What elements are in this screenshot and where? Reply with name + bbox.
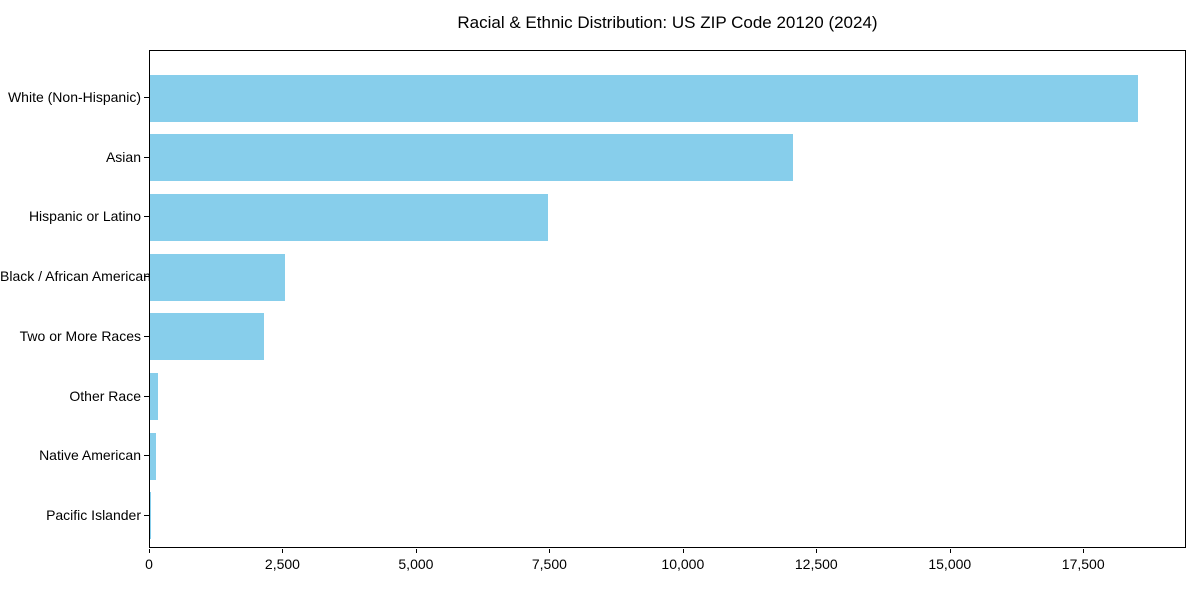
x-tick-mark	[415, 549, 417, 553]
bar	[150, 492, 151, 540]
y-tick-mark	[144, 514, 149, 516]
x-tick-mark	[1083, 549, 1085, 553]
bar	[150, 193, 548, 241]
x-tick-mark	[682, 549, 684, 553]
x-tick-label: 17,500	[1061, 556, 1105, 572]
y-tick-mark	[144, 455, 149, 457]
x-tick-label: 2,500	[264, 556, 300, 572]
bar	[150, 134, 794, 182]
y-tick-label: Other Race	[69, 387, 141, 404]
plot-area	[149, 50, 1186, 548]
x-tick-label: 15,000	[928, 556, 972, 572]
y-tick-label: Asian	[105, 148, 141, 165]
x-tick-label: 7,500	[531, 556, 567, 572]
bar	[150, 313, 264, 361]
y-tick-mark	[144, 216, 149, 218]
x-tick-mark	[949, 549, 951, 553]
y-tick-label: Hispanic or Latino	[28, 208, 141, 225]
x-tick-mark	[149, 549, 150, 553]
y-tick-mark	[144, 276, 149, 278]
x-tick-mark	[816, 549, 818, 553]
y-tick-mark	[144, 335, 149, 337]
bar	[150, 373, 158, 421]
chart-title: Racial & Ethnic Distribution: US ZIP Cod…	[457, 13, 878, 32]
y-tick-label: White (Non-Hispanic)	[7, 89, 141, 105]
y-tick-label: Native American	[39, 447, 141, 464]
x-tick-label: 0	[145, 556, 153, 572]
x-tick-mark	[549, 549, 551, 553]
y-tick-mark	[144, 156, 149, 158]
y-tick-label: Pacific Islander	[46, 506, 141, 523]
bar	[150, 253, 285, 301]
x-tick-mark	[282, 549, 284, 553]
y-tick-label: Two or More Races	[19, 327, 141, 344]
bar	[150, 432, 156, 480]
x-tick-label: 5,000	[398, 556, 434, 572]
bar	[150, 74, 1138, 122]
x-tick-label: 10,000	[661, 556, 705, 572]
y-tick-mark	[144, 97, 149, 98]
y-tick-mark	[144, 395, 149, 397]
y-tick-label: Black / African American	[0, 268, 151, 285]
x-tick-label: 12,500	[794, 556, 838, 572]
